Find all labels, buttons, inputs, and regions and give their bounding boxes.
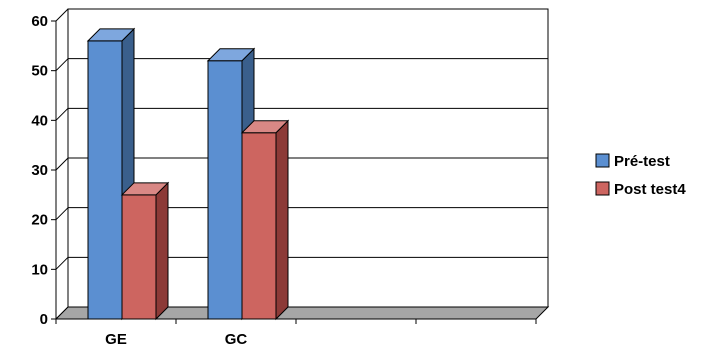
y-tick-label: 20 xyxy=(31,212,48,229)
bar-top xyxy=(240,120,290,134)
bar-side xyxy=(275,119,289,321)
y-tick-label: 40 xyxy=(31,112,48,129)
bar-layer xyxy=(86,27,290,321)
y-tick-label: 50 xyxy=(31,63,48,80)
side-wall-gridline xyxy=(55,8,69,22)
bar-top xyxy=(86,28,136,42)
legend-label: Post test4 xyxy=(614,181,686,198)
side-wall-gridline xyxy=(55,256,69,270)
side-wall-gridline xyxy=(55,58,69,72)
legend-swatch xyxy=(595,153,610,168)
side-wall-gridline xyxy=(55,157,69,171)
side-wall-gridline xyxy=(55,107,69,121)
bar-side xyxy=(155,181,169,321)
label-layer: 0 10 20 30 40 50 60 GE GC xyxy=(31,13,247,348)
x-tick-label: GC xyxy=(225,331,248,348)
y-tick-label: 30 xyxy=(31,162,48,179)
bar-front xyxy=(87,40,123,320)
bar-top xyxy=(206,48,256,62)
bar-front xyxy=(207,60,243,320)
legend: Pré-test Post test4 xyxy=(595,153,686,198)
y-tick-label: 10 xyxy=(31,261,48,278)
y-tick-label: 60 xyxy=(31,13,48,30)
x-tick-label: GE xyxy=(105,331,127,348)
y-tick-label: 0 xyxy=(40,311,48,328)
bar-front xyxy=(241,132,277,320)
bar-front xyxy=(121,194,157,320)
legend-label: Pré-test xyxy=(614,153,670,170)
side-wall-gridline xyxy=(55,207,69,221)
legend-swatch xyxy=(595,181,610,196)
bar-top xyxy=(120,182,170,196)
